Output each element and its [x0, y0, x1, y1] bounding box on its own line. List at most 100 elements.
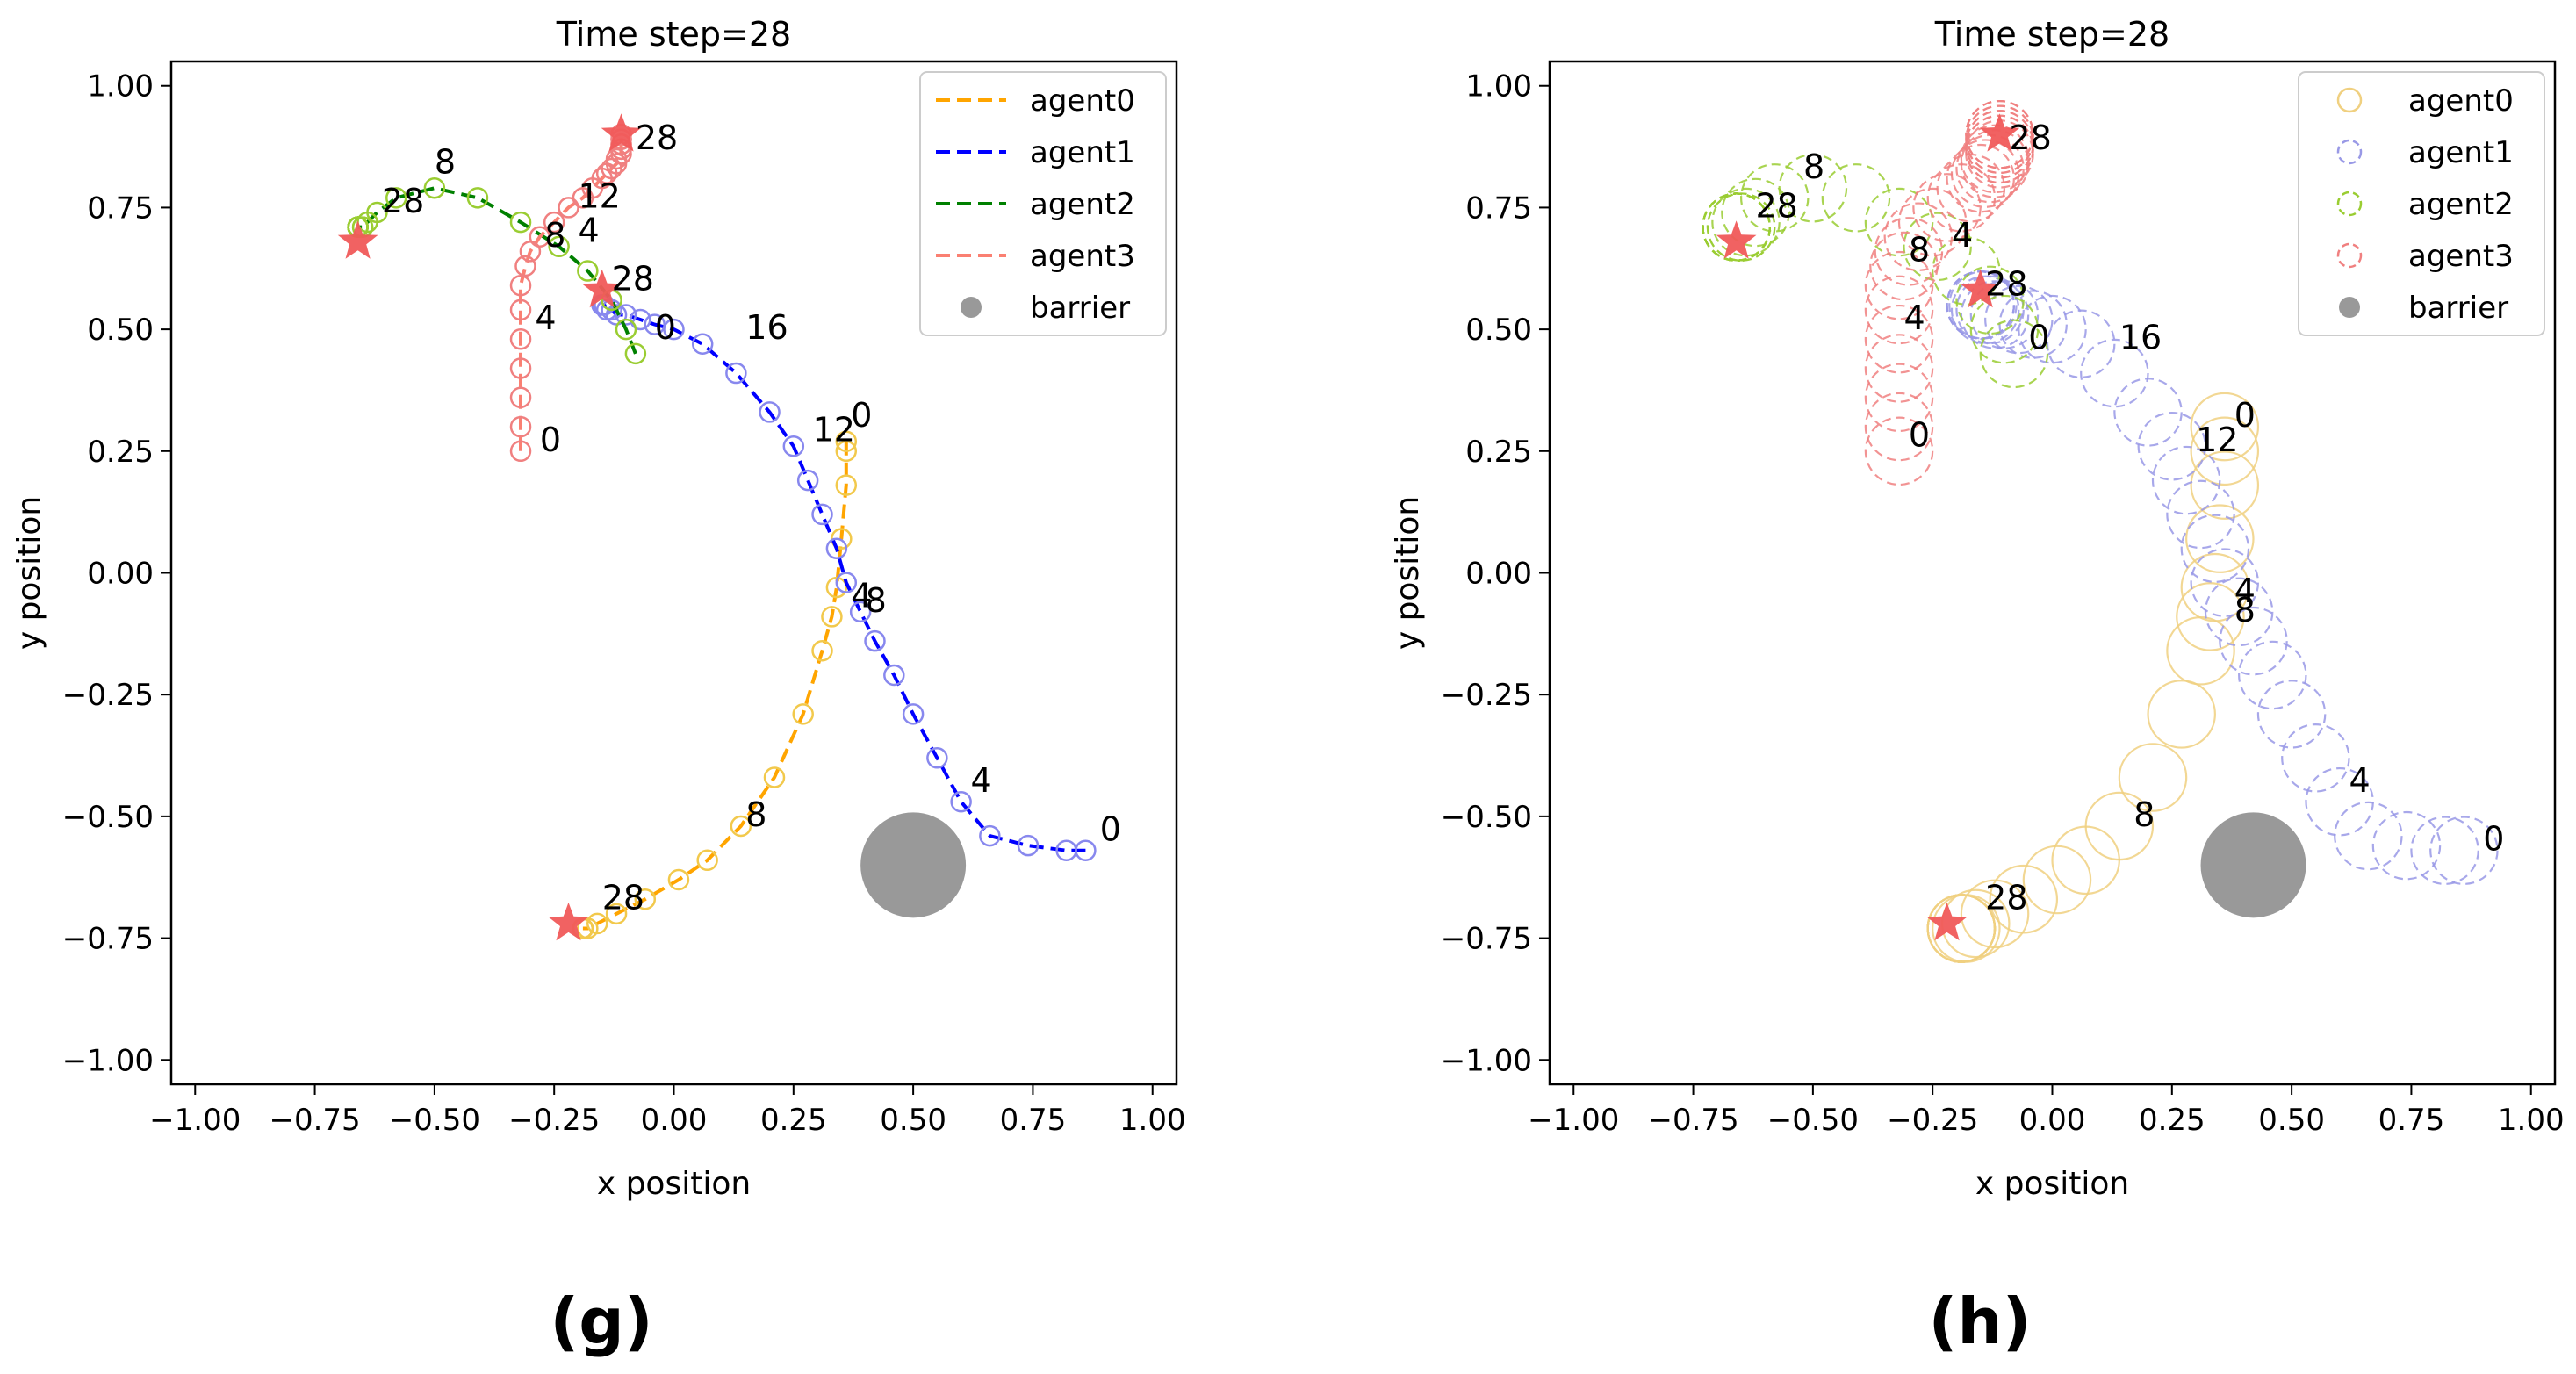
final-position-star [1716, 220, 1757, 259]
series-agent3 [1864, 99, 2034, 486]
trajectory-point [835, 474, 858, 496]
y-tick-label: 0.00 [87, 557, 154, 592]
trajectory-point [782, 435, 805, 457]
y-tick-label: 1.00 [87, 69, 154, 104]
plot-frame [169, 60, 1178, 1086]
trajectory-point [509, 440, 532, 463]
safety-circle [1950, 275, 2020, 345]
safety-circle [2022, 845, 2092, 915]
x-tick-label: 1.00 [1119, 1103, 1186, 1138]
step-label: 0 [851, 396, 872, 435]
legend-box [2298, 71, 2545, 336]
step-label: 8 [544, 216, 565, 255]
trajectory-point [864, 629, 886, 652]
legend-label: agent3 [1030, 239, 1135, 274]
safety-circle [1950, 139, 2020, 208]
safety-circle [2371, 810, 2442, 881]
legend: agent0 agent1 agent2 agent3 barrier [919, 71, 1167, 336]
trajectory-point [615, 318, 637, 341]
y-tick-label: −0.50 [1441, 800, 1532, 835]
trajectory-point [902, 703, 925, 725]
trajectory-point [385, 187, 407, 209]
trajectory-point [696, 849, 718, 872]
safety-circle [2046, 309, 2116, 379]
x-tick-label: −0.25 [1887, 1103, 1978, 1138]
trajectory-point [605, 153, 628, 175]
safety-circle [2185, 504, 2255, 573]
trajectory-point [883, 664, 905, 687]
safety-circle [1960, 280, 2030, 349]
step-label: 0 [1909, 415, 1930, 454]
plot-frame [1548, 60, 2557, 1086]
step-label: 8 [745, 795, 766, 834]
x-tick-label: −0.50 [389, 1103, 480, 1138]
legend-entry-agent3: agent3 [936, 239, 1135, 274]
safety-circle [1864, 334, 1934, 403]
x-tick-label: 0.50 [2258, 1103, 2325, 1138]
trajectory-point [792, 703, 814, 725]
y-tick-label: 0.50 [87, 313, 154, 348]
trajectory-point [577, 917, 599, 939]
x-tick-label: 0.00 [641, 1103, 708, 1138]
final-position-star [337, 220, 378, 259]
safety-circle [2166, 479, 2235, 550]
x-tick-label: −0.50 [1767, 1103, 1859, 1138]
safety-circle [1864, 275, 1934, 345]
y-tick-label: 0.50 [1465, 313, 1532, 348]
series-agent1 [1946, 270, 2499, 885]
x-tick-label: 0.25 [760, 1103, 827, 1138]
step-label: 28 [1755, 187, 1797, 226]
step-label: 8 [1909, 230, 1930, 269]
safety-circle [1869, 231, 1939, 301]
y-tick-label: −0.50 [62, 800, 154, 835]
trajectory-point [509, 211, 532, 234]
x-tick-label: −0.75 [269, 1103, 360, 1138]
series-agent1 [591, 294, 1097, 861]
safety-circle [1864, 187, 1934, 257]
safety-circle [2190, 450, 2260, 520]
final-position-star [581, 269, 622, 308]
legend-label: barrier [2408, 291, 2508, 326]
safety-circle [2305, 766, 2374, 837]
trajectory-point [730, 815, 752, 838]
y-tick-label: −1.00 [62, 1043, 154, 1078]
trajectory-point [849, 601, 872, 623]
legend-swatch [961, 297, 982, 318]
legend-entry-barrier: barrier [2339, 291, 2508, 326]
final-position-star [1926, 902, 1968, 941]
step-label: 8 [435, 143, 456, 182]
step-label: 4 [1952, 216, 1973, 255]
x-axis-label: x position [1975, 1166, 2129, 1202]
safety-circle [2410, 816, 2479, 885]
step-label: 12 [813, 411, 855, 450]
step-label: 8 [2234, 591, 2256, 629]
step-label: 4 [2234, 572, 2256, 610]
safety-circle [1946, 143, 2015, 213]
safety-circle [2118, 743, 2188, 812]
trajectory-point [466, 187, 489, 209]
series-agent2 [1702, 153, 2049, 389]
step-label: 4 [578, 211, 599, 249]
step-label: 28 [612, 260, 654, 299]
safety-circle [2176, 582, 2245, 651]
step-label: 0 [1100, 810, 1121, 849]
chart-title: Time step=28 [556, 15, 791, 54]
step-label: 28 [1985, 264, 2027, 303]
trajectory-point [1055, 839, 1077, 861]
legend: agent0 agent1 agent2 agent3 barrier [2298, 71, 2545, 336]
y-axis-label: y position [1390, 496, 1426, 650]
trajectory-point [509, 386, 532, 409]
trajectory-point [543, 211, 565, 234]
legend-label: agent1 [2408, 135, 2514, 170]
safety-circle [2051, 825, 2120, 896]
safety-circle [1821, 163, 1891, 233]
trajectory-point [644, 313, 666, 335]
legend-swatch [2336, 139, 2363, 165]
trajectory-point [548, 235, 570, 258]
trajectory-point [558, 197, 579, 219]
trajectory-point [514, 255, 536, 277]
legend-label: agent0 [2408, 83, 2514, 119]
legend-entry-agent2: agent2 [936, 187, 1135, 222]
